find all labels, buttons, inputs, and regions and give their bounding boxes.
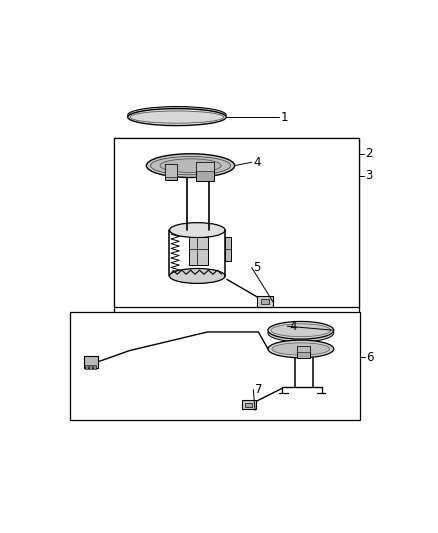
FancyBboxPatch shape xyxy=(196,162,214,171)
Ellipse shape xyxy=(268,340,334,358)
Text: 2: 2 xyxy=(365,147,373,160)
FancyBboxPatch shape xyxy=(297,345,311,352)
Ellipse shape xyxy=(151,157,230,175)
FancyBboxPatch shape xyxy=(261,298,269,304)
Text: 1: 1 xyxy=(280,110,288,124)
FancyBboxPatch shape xyxy=(225,237,231,261)
Text: 4: 4 xyxy=(289,320,297,333)
Ellipse shape xyxy=(128,107,226,124)
Ellipse shape xyxy=(130,111,224,123)
FancyBboxPatch shape xyxy=(85,365,88,369)
FancyBboxPatch shape xyxy=(165,164,177,180)
Ellipse shape xyxy=(170,223,225,238)
FancyBboxPatch shape xyxy=(165,164,177,177)
Ellipse shape xyxy=(272,343,330,355)
FancyBboxPatch shape xyxy=(196,162,214,181)
FancyBboxPatch shape xyxy=(84,356,98,368)
Ellipse shape xyxy=(271,324,331,337)
FancyBboxPatch shape xyxy=(189,237,208,265)
Ellipse shape xyxy=(146,154,235,177)
Ellipse shape xyxy=(268,321,334,339)
FancyBboxPatch shape xyxy=(245,403,252,407)
Text: 5: 5 xyxy=(253,261,261,274)
FancyBboxPatch shape xyxy=(93,365,96,369)
FancyBboxPatch shape xyxy=(297,345,311,358)
FancyBboxPatch shape xyxy=(242,400,256,409)
Ellipse shape xyxy=(128,109,226,126)
Text: 4: 4 xyxy=(253,156,261,169)
FancyBboxPatch shape xyxy=(114,139,359,306)
Ellipse shape xyxy=(170,269,225,284)
Text: 6: 6 xyxy=(366,351,374,364)
FancyBboxPatch shape xyxy=(258,296,273,306)
Text: 3: 3 xyxy=(365,169,373,182)
FancyBboxPatch shape xyxy=(70,312,360,420)
FancyBboxPatch shape xyxy=(89,365,92,369)
Text: 7: 7 xyxy=(255,383,262,396)
Ellipse shape xyxy=(268,324,334,342)
Ellipse shape xyxy=(160,159,221,172)
FancyBboxPatch shape xyxy=(114,139,359,345)
